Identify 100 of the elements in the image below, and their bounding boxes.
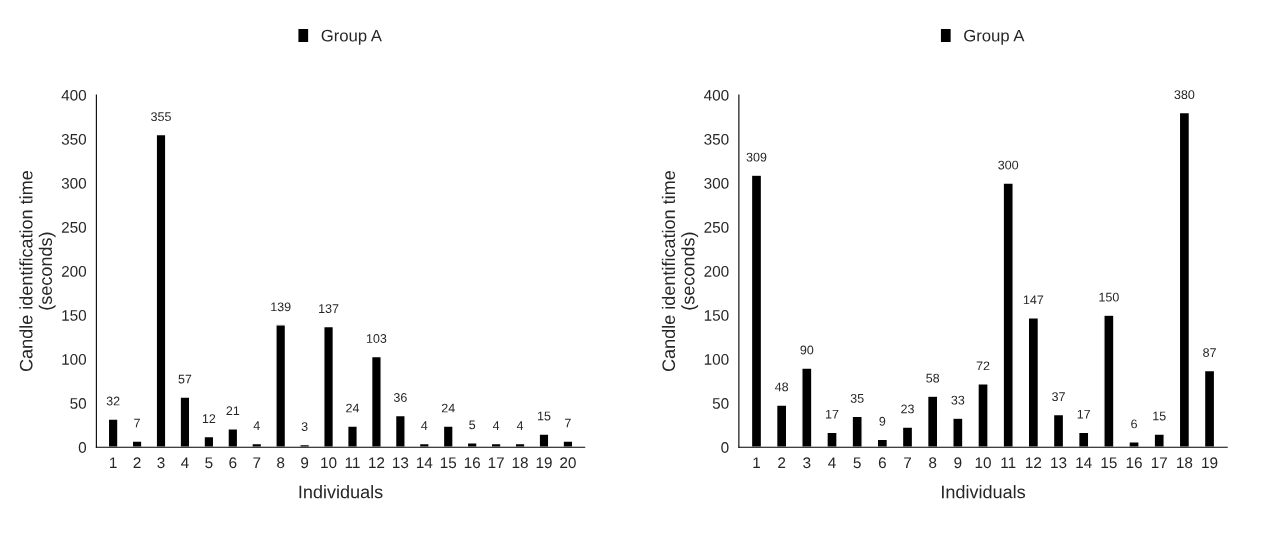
y-tick-label: 300 — [61, 177, 87, 189]
y-tick-label: 250 — [61, 221, 87, 233]
data-label: 9 — [879, 416, 886, 426]
y-tick-label: 150 — [704, 310, 729, 321]
data-label: 15 — [537, 411, 551, 421]
y-tick-label: 350 — [61, 133, 87, 145]
data-label: 32 — [106, 396, 120, 406]
data-label: 33 — [951, 395, 965, 405]
x-tick-label: 15 — [1101, 457, 1117, 469]
y-tick-label: 200 — [704, 265, 729, 277]
x-tick-label: 3 — [157, 457, 165, 469]
data-label: 4 — [421, 421, 428, 430]
y-axis-title: Candle identification time (seconds) — [661, 171, 699, 372]
x-tick-label: 7 — [904, 457, 911, 468]
x-tick-label: 19 — [536, 457, 552, 469]
data-label: 3 — [301, 422, 308, 431]
y-tick-label: 150 — [62, 310, 87, 321]
x-axis-title: Individuals — [942, 485, 1026, 499]
x-axis-title: Individuals — [299, 485, 383, 499]
data-label: 36 — [393, 393, 407, 402]
y-tick-label: 400 — [704, 89, 729, 101]
x-tick-label: 4 — [828, 457, 836, 468]
x-tick-label: 14 — [416, 457, 433, 468]
x-tick-label: 6 — [878, 457, 886, 469]
data-label: 23 — [901, 404, 914, 414]
y-tick-label: 300 — [704, 177, 729, 189]
data-label: 380 — [1174, 90, 1195, 100]
x-tick-label: 1 — [753, 457, 760, 468]
x-tick-label: 15 — [440, 457, 457, 469]
x-tick-label: 8 — [277, 457, 285, 469]
data-label: 137 — [319, 304, 339, 313]
data-label: 139 — [271, 302, 291, 312]
data-label: 4 — [516, 421, 524, 430]
x-tick-label: 7 — [253, 457, 261, 468]
data-label: 48 — [775, 382, 789, 392]
x-tick-label: 8 — [929, 457, 937, 469]
x-tick-label: 5 — [853, 457, 861, 469]
data-label: 72 — [976, 361, 990, 371]
data-label: 150 — [1099, 292, 1119, 302]
x-tick-label: 17 — [488, 457, 504, 468]
data-label: 37 — [1052, 392, 1065, 402]
y-tick-label: 50 — [70, 398, 87, 409]
legend-label: Group A — [321, 29, 382, 45]
data-label: 4 — [492, 421, 500, 430]
data-label: 355 — [151, 112, 171, 122]
x-tick-label: 19 — [1202, 457, 1218, 469]
data-label: 21 — [226, 406, 240, 416]
y-tick-label: 50 — [712, 398, 729, 409]
data-label: 5 — [469, 420, 476, 430]
data-label: 90 — [800, 345, 814, 355]
data-label: 24 — [346, 403, 360, 413]
y-tick-label: 400 — [61, 89, 87, 101]
x-tick-label: 2 — [133, 457, 141, 468]
data-label: 6 — [1131, 419, 1137, 429]
data-label: 7 — [134, 418, 140, 428]
y-axis-title: Candle identification time (seconds) — [19, 171, 56, 372]
x-tick-label: 9 — [954, 457, 962, 469]
data-label: 4 — [253, 421, 260, 430]
y-tick-label: 350 — [704, 133, 729, 145]
data-label: 12 — [202, 414, 216, 423]
x-tick-label: 10 — [975, 457, 991, 469]
x-tick-label: 16 — [1126, 457, 1142, 469]
x-tick-label: 18 — [1177, 457, 1193, 469]
data-label: 15 — [1153, 411, 1166, 421]
x-tick-label: 6 — [229, 457, 237, 469]
data-label: 17 — [1077, 409, 1091, 419]
data-label: 300 — [998, 160, 1019, 170]
data-label: 103 — [366, 334, 387, 343]
data-label: 147 — [1023, 295, 1044, 305]
x-tick-label: 18 — [512, 457, 528, 469]
y-tick-label: 250 — [704, 221, 729, 233]
y-tick-label: 100 — [62, 354, 87, 365]
x-tick-label: 11 — [345, 457, 360, 468]
legend-label: Group A — [964, 29, 1025, 45]
data-label: 24 — [441, 403, 455, 413]
x-tick-label: 16 — [464, 457, 480, 469]
y-tick-label: 0 — [721, 442, 729, 453]
data-label: 57 — [178, 374, 192, 384]
x-tick-label: 5 — [205, 457, 213, 469]
data-label: 58 — [926, 373, 940, 383]
data-label: 7 — [565, 418, 571, 428]
data-label: 17 — [826, 409, 839, 419]
x-tick-label: 12 — [369, 457, 385, 468]
x-tick-label: 14 — [1076, 457, 1092, 468]
x-tick-label: 2 — [778, 457, 786, 468]
y-tick-label: 200 — [61, 265, 87, 277]
x-tick-label: 13 — [393, 457, 409, 469]
y-tick-label: 0 — [78, 442, 87, 453]
x-tick-label: 3 — [803, 457, 811, 469]
x-tick-label: 11 — [1001, 457, 1016, 468]
x-tick-label: 12 — [1026, 457, 1042, 468]
y-tick-label: 100 — [704, 354, 729, 365]
x-tick-label: 13 — [1051, 457, 1067, 469]
data-label: 87 — [1203, 348, 1216, 358]
x-tick-label: 9 — [301, 457, 309, 469]
data-label: 35 — [850, 393, 864, 403]
x-tick-label: 1 — [110, 457, 117, 468]
x-tick-label: 4 — [181, 457, 189, 468]
x-tick-label: 17 — [1151, 457, 1167, 468]
x-tick-label: 10 — [321, 457, 337, 469]
